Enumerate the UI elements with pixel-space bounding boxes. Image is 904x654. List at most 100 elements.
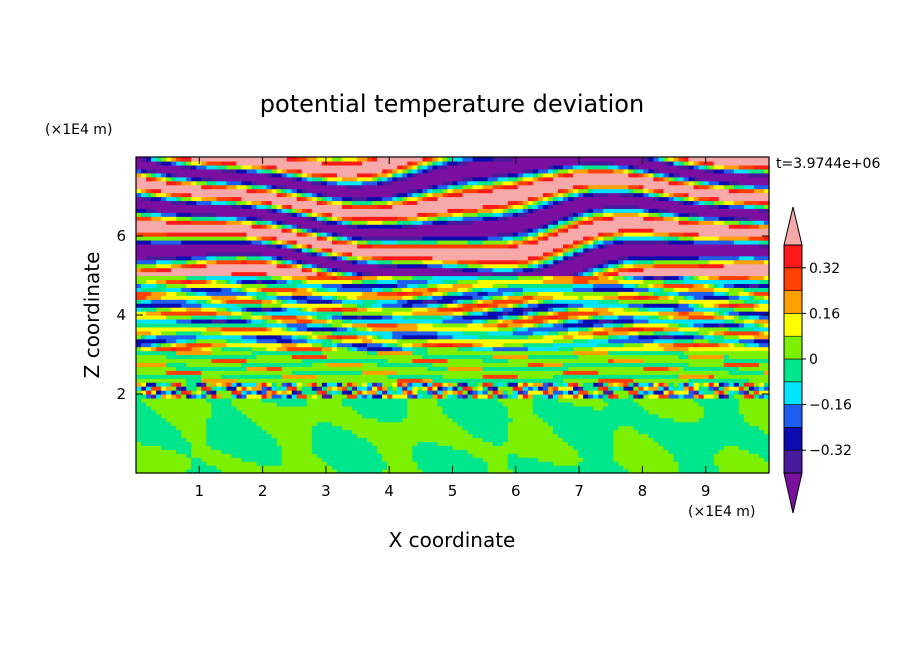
- field-cell: [236, 370, 243, 375]
- field-cell: [377, 413, 383, 419]
- field-cell: [462, 453, 469, 458]
- field-cell: [683, 318, 690, 324]
- field-cell: [723, 366, 730, 371]
- field-cell: [251, 374, 258, 379]
- field-cell: [497, 322, 504, 328]
- field-cell: [171, 457, 177, 462]
- field-cell: [628, 429, 634, 435]
- field-cell: [407, 330, 413, 336]
- field-cell: [497, 465, 504, 470]
- field-cell: [703, 453, 710, 458]
- field-cell: [668, 390, 675, 395]
- field-cell: [151, 338, 157, 344]
- field-cell: [256, 441, 263, 446]
- field-cell: [698, 461, 705, 466]
- field-cell: [743, 342, 750, 348]
- field-cell: [402, 374, 408, 379]
- field-cell: [758, 441, 765, 446]
- field-cell: [763, 342, 770, 348]
- field-cell: [377, 453, 383, 458]
- field-cell: [698, 358, 705, 363]
- field-cell: [603, 461, 609, 466]
- field-cell: [437, 342, 444, 348]
- field-cell: [653, 413, 660, 419]
- field-cell: [326, 315, 333, 320]
- field-cell: [231, 382, 238, 387]
- field-cell: [191, 370, 197, 375]
- field-cell: [718, 401, 725, 407]
- field-cell: [357, 362, 363, 367]
- field-cell: [146, 409, 152, 415]
- field-cell: [181, 394, 187, 399]
- field-cell: [613, 358, 619, 363]
- field-cell: [231, 417, 238, 423]
- field-cell: [256, 326, 263, 332]
- field-cell: [241, 354, 248, 360]
- field-cell: [713, 354, 720, 360]
- field-cell: [341, 338, 348, 344]
- field-cell: [241, 374, 248, 379]
- field-cell: [552, 453, 559, 458]
- field-cell: [331, 346, 338, 352]
- field-cell: [367, 338, 373, 344]
- field-cell: [437, 417, 444, 423]
- field-cell: [743, 330, 750, 336]
- field-cell: [568, 350, 574, 356]
- field-cell: [738, 370, 745, 375]
- field-cell: [568, 401, 574, 407]
- field-cell: [336, 413, 343, 419]
- field-cell: [537, 390, 544, 395]
- field-cell: [156, 401, 162, 407]
- field-cell: [246, 330, 253, 336]
- field-cell: [377, 417, 383, 423]
- field-cell: [497, 374, 504, 379]
- field-cell: [166, 445, 172, 450]
- field-cell: [658, 449, 665, 454]
- field-cell: [457, 441, 464, 446]
- field-cell: [296, 342, 303, 348]
- field-cell: [417, 386, 423, 391]
- field-cell: [437, 386, 444, 391]
- field-cell: [588, 449, 594, 454]
- field-cell: [161, 334, 167, 340]
- field-cell: [372, 449, 378, 454]
- field-cell: [512, 358, 519, 363]
- field-cell: [261, 378, 268, 383]
- field-cell: [492, 318, 499, 324]
- field-cell: [537, 382, 544, 387]
- field-cell: [593, 457, 599, 462]
- field-cell: [216, 433, 223, 439]
- field-cell: [291, 409, 298, 415]
- field-cell: [241, 397, 248, 403]
- field-cell: [728, 354, 735, 360]
- field-cell: [452, 405, 459, 411]
- field-cell: [472, 417, 479, 423]
- field-cell: [452, 386, 459, 391]
- field-cell: [341, 429, 348, 435]
- field-cell: [688, 350, 695, 356]
- field-cell: [583, 370, 589, 375]
- field-cell: [613, 362, 619, 367]
- field-cell: [136, 449, 142, 454]
- field-cell: [477, 445, 484, 450]
- field-cell: [251, 469, 258, 474]
- field-cell: [447, 449, 454, 454]
- field-cell: [482, 374, 489, 379]
- field-cell: [211, 421, 217, 427]
- field-cell: [181, 346, 187, 352]
- field-cell: [537, 366, 544, 371]
- plot-area: [135, 156, 770, 474]
- field-cell: [558, 330, 564, 336]
- field-cell: [563, 437, 569, 442]
- field-cell: [362, 354, 368, 360]
- field-cell: [718, 386, 725, 391]
- field-cell: [568, 429, 574, 435]
- field-cell: [362, 421, 368, 427]
- field-cell: [206, 445, 212, 450]
- field-cell: [573, 401, 579, 407]
- field-cell: [437, 401, 444, 407]
- field-cell: [633, 318, 639, 324]
- field-cell: [703, 366, 710, 371]
- field-cell: [422, 409, 428, 415]
- field-cell: [141, 318, 147, 324]
